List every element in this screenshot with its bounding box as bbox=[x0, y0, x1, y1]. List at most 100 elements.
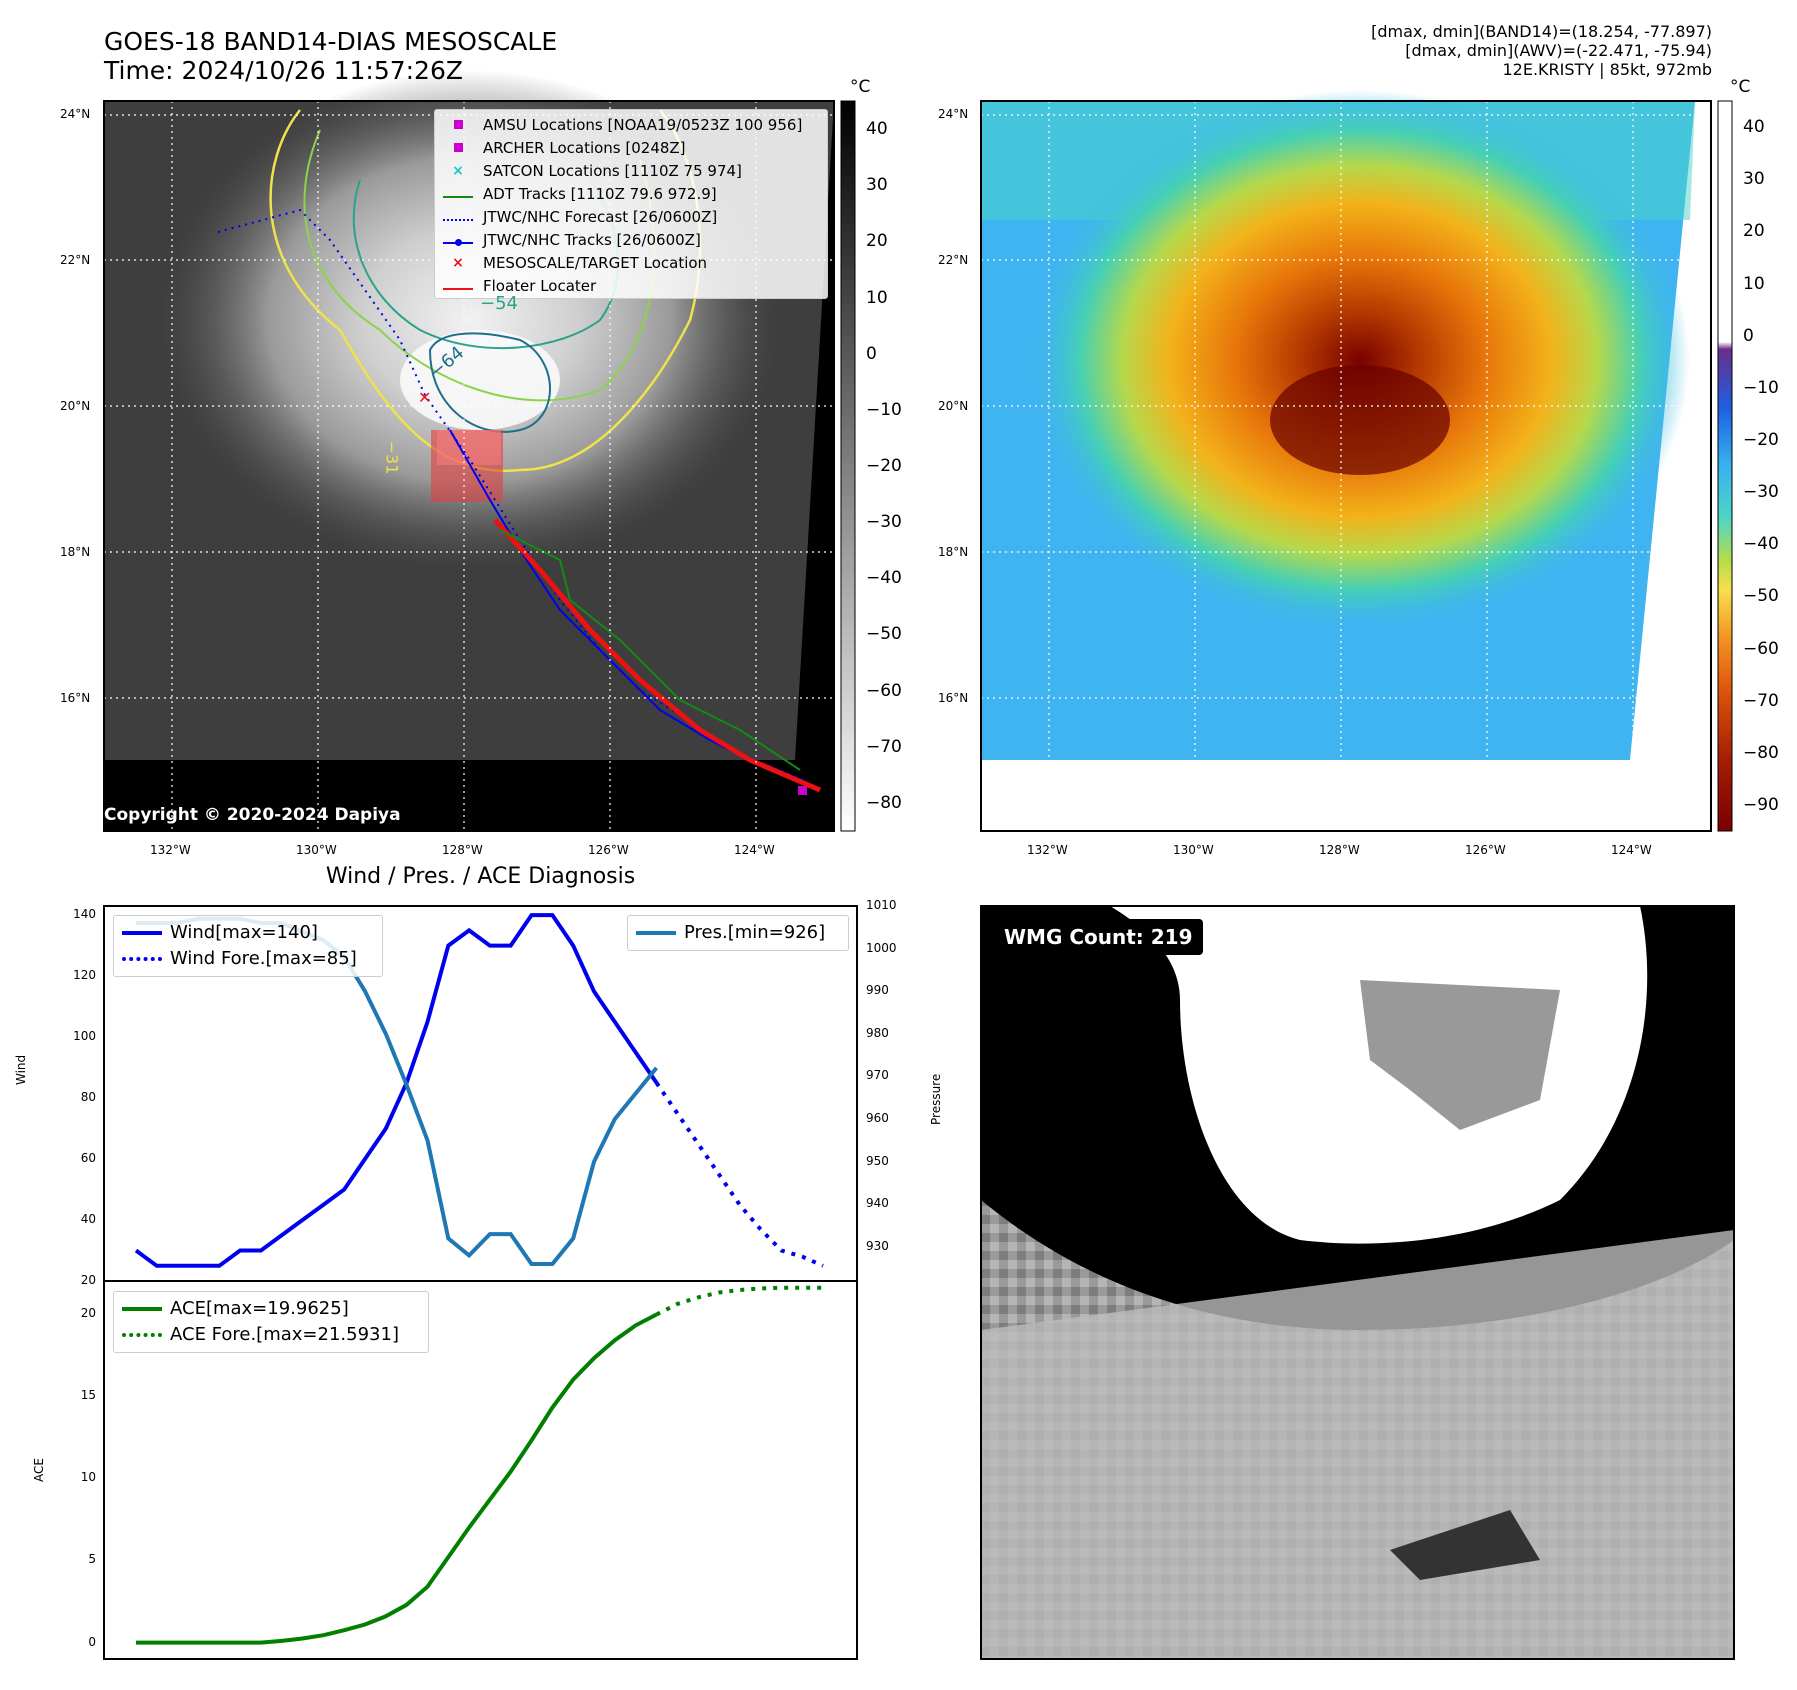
legend-swatch bbox=[443, 186, 473, 202]
colorbar-tick-label: −70 bbox=[866, 736, 902, 757]
legend-label: Floater Locater bbox=[483, 277, 597, 295]
colorbar-right-unit: °C bbox=[1730, 77, 1751, 97]
colorbar-tick-label: −80 bbox=[1743, 742, 1779, 763]
colorbar-left-unit: °C bbox=[850, 77, 871, 97]
colorbar-tick-label: −10 bbox=[1743, 377, 1779, 398]
lat-tick-18-right: 18°N bbox=[938, 545, 969, 559]
wind-tick-label: 60 bbox=[80, 1151, 96, 1166]
ace-series-layer bbox=[136, 1285, 823, 1645]
lon-tick-132: 132°W bbox=[150, 843, 191, 857]
legend-ace-forecast: ACE Fore.[max=21.5931] bbox=[122, 1324, 399, 1345]
colorbar-tick-label: −90 bbox=[1743, 794, 1779, 815]
ace-forecast-line bbox=[655, 1285, 823, 1317]
storm-info: [dmax, dmin](BAND14)=(18.254, -77.897) [… bbox=[1371, 22, 1712, 79]
colorbar-left bbox=[840, 100, 856, 832]
colorbar-tick-label: −40 bbox=[1743, 534, 1779, 555]
colorbar-tick-label: 10 bbox=[1743, 273, 1765, 294]
pressure-tick-label: 980 bbox=[866, 1025, 889, 1040]
ace-line bbox=[136, 1312, 658, 1645]
ace-tick-label: 20 bbox=[80, 1305, 96, 1320]
colorbar-tick-label: −80 bbox=[866, 792, 902, 813]
pressure-tick-label: 990 bbox=[866, 983, 889, 998]
lon-tick-126-right: 126°W bbox=[1465, 843, 1506, 857]
map-legend-item: × MESOSCALE/TARGET Location bbox=[443, 254, 707, 272]
colorbar-tick-label: 30 bbox=[1743, 169, 1765, 190]
legend-swatch bbox=[443, 140, 473, 156]
wind-tick-label: 80 bbox=[80, 1090, 96, 1105]
pressure-tick-label: 950 bbox=[866, 1153, 889, 1168]
lon-tick-128: 128°W bbox=[442, 843, 483, 857]
lon-tick-132-right: 132°W bbox=[1027, 843, 1068, 857]
colorbar-tick-label: 0 bbox=[1743, 325, 1754, 346]
lat-tick-22: 22°N bbox=[60, 253, 91, 267]
lon-tick-124-right: 124°W bbox=[1611, 843, 1652, 857]
wind-legend: Wind[max=140] Wind Fore.[max=85] bbox=[113, 915, 383, 977]
colorbar-tick-label: −30 bbox=[1743, 482, 1779, 503]
wmg-count-badge: WMG Count: 219 bbox=[994, 919, 1203, 955]
pressure-tick-label: 1010 bbox=[866, 898, 897, 912]
ace-tick-label: 0 bbox=[88, 1634, 96, 1649]
lon-tick-128-right: 128°W bbox=[1319, 843, 1360, 857]
wind-line bbox=[134, 913, 659, 1268]
lon-tick-130-right: 130°W bbox=[1173, 843, 1214, 857]
info-line-1: [dmax, dmin](BAND14)=(18.254, -77.897) bbox=[1371, 22, 1712, 41]
wind-tick-label: 120 bbox=[73, 968, 96, 983]
legend-swatch: × bbox=[452, 255, 464, 271]
colorbar-tick-label: −40 bbox=[866, 568, 902, 589]
colorbar-tick-label: −50 bbox=[1743, 586, 1779, 607]
legend-wind-forecast: Wind Fore.[max=85] bbox=[122, 948, 357, 969]
map-legend: AMSU Locations [NOAA19/0523Z 100 956] ARC… bbox=[434, 109, 828, 299]
lon-tick-124: 124°W bbox=[734, 843, 775, 857]
lat-tick-22-right: 22°N bbox=[938, 253, 969, 267]
pressure-legend: Pres.[min=926] bbox=[627, 915, 849, 951]
pressure-tick-label: 970 bbox=[866, 1068, 889, 1083]
lat-tick-24: 24°N bbox=[60, 107, 91, 121]
legend-label: AMSU Locations [NOAA19/0523Z 100 956] bbox=[483, 116, 803, 134]
wind-tick-label: 100 bbox=[73, 1029, 96, 1044]
map-legend-item: Floater Locater bbox=[443, 277, 596, 295]
wind-tick-label: 20 bbox=[80, 1273, 96, 1287]
legend-label: ADT Tracks [1110Z 79.6 972.9] bbox=[483, 185, 717, 203]
title-line-1: GOES-18 BAND14-DIAS MESOSCALE bbox=[104, 27, 558, 56]
legend-swatch bbox=[443, 232, 473, 248]
colorbar-tick-label: −20 bbox=[1743, 429, 1779, 450]
ace-tick-label: 15 bbox=[80, 1388, 96, 1403]
map-legend-item: JTWC/NHC Forecast [26/0600Z] bbox=[443, 208, 717, 226]
colorbar-tick-label: −50 bbox=[866, 624, 902, 645]
awv-map-panel bbox=[980, 90, 1712, 832]
map-legend-item: JTWC/NHC Tracks [26/0600Z] bbox=[443, 231, 701, 249]
ace-tick-label: 10 bbox=[80, 1470, 96, 1485]
wind-tick-label: 40 bbox=[80, 1212, 96, 1227]
lat-tick-18: 18°N bbox=[60, 545, 91, 559]
legend-swatch bbox=[443, 209, 473, 225]
legend-ace: ACE[max=19.9625] bbox=[122, 1298, 349, 1319]
lat-tick-24-right: 24°N bbox=[938, 107, 969, 121]
lon-tick-130: 130°W bbox=[296, 843, 337, 857]
svg-text:✕: ✕ bbox=[418, 388, 431, 407]
map-legend-item: AMSU Locations [NOAA19/0523Z 100 956] bbox=[443, 116, 802, 134]
figure-title: GOES-18 BAND14-DIAS MESOSCALE Time: 2024… bbox=[104, 27, 557, 85]
ace-tick-label: 5 bbox=[88, 1552, 96, 1567]
legend-label: JTWC/NHC Forecast [26/0600Z] bbox=[483, 208, 718, 226]
ace-axis-label: ACE bbox=[32, 1458, 46, 1482]
pressure-tick-label: 930 bbox=[866, 1238, 889, 1253]
legend-pressure: Pres.[min=926] bbox=[636, 922, 825, 943]
lat-tick-16-right: 16°N bbox=[938, 691, 969, 705]
lon-tick-126: 126°W bbox=[588, 843, 629, 857]
legend-label: SATCON Locations [1110Z 75 974] bbox=[483, 162, 742, 180]
colorbar-tick-label: −30 bbox=[866, 512, 902, 533]
colorbar-tick-label: −20 bbox=[866, 456, 902, 476]
legend-wind: Wind[max=140] bbox=[122, 922, 318, 943]
info-line-2: [dmax, dmin](AWV)=(-22.471, -75.94) bbox=[1405, 41, 1712, 60]
colorbar-tick-label: −70 bbox=[1743, 690, 1779, 711]
map-legend-item: ADT Tracks [1110Z 79.6 972.9] bbox=[443, 185, 717, 203]
colorbar-tick-label: −60 bbox=[1743, 638, 1779, 659]
colorbar-tick-label: 40 bbox=[866, 119, 888, 140]
colorbar-tick-label: 30 bbox=[866, 175, 888, 196]
pressure-tick-label: 940 bbox=[866, 1196, 889, 1211]
colorbar-right bbox=[1717, 100, 1733, 832]
pressure-tick-label: 960 bbox=[866, 1111, 889, 1126]
legend-label: JTWC/NHC Tracks [26/0600Z] bbox=[483, 231, 701, 249]
colorbar-tick-label: 10 bbox=[866, 287, 888, 308]
